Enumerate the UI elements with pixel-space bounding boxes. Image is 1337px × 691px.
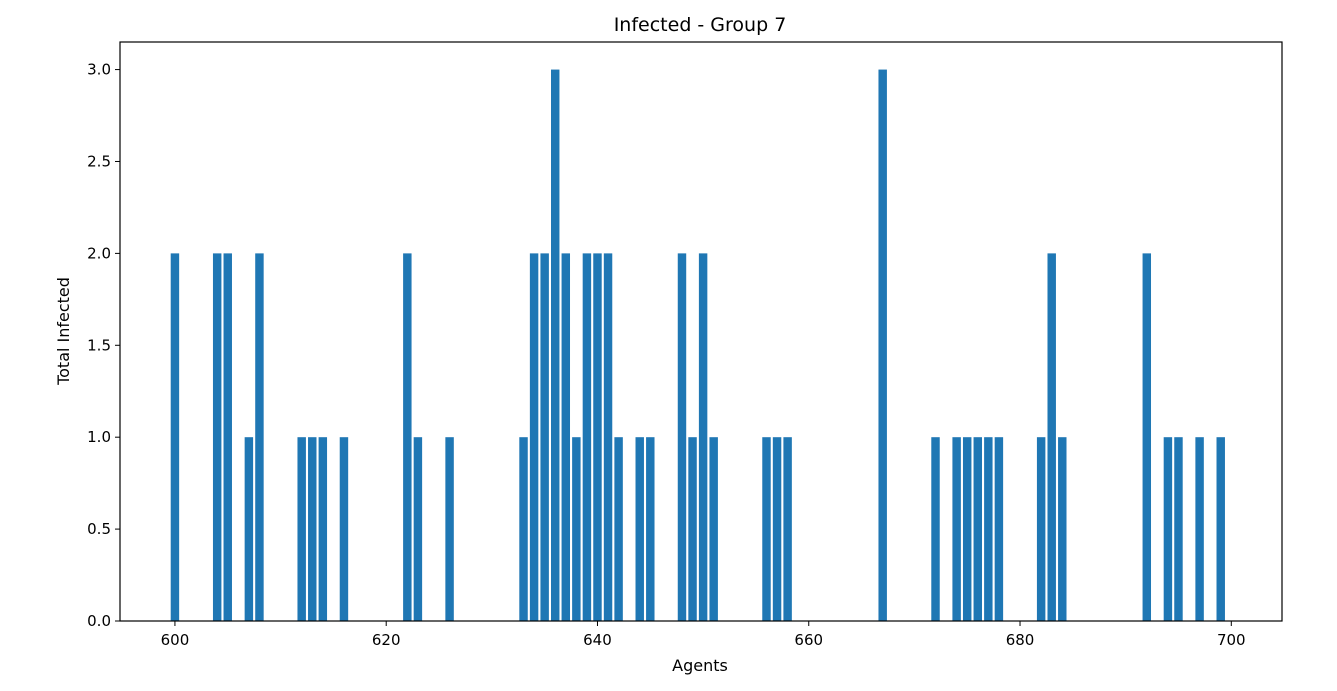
x-tick-label: 680 bbox=[1006, 631, 1035, 649]
bar-agent-656 bbox=[762, 437, 771, 621]
bar-agent-634 bbox=[529, 253, 539, 621]
bar-agent-684 bbox=[1058, 437, 1067, 621]
x-tick-label: 660 bbox=[794, 631, 823, 649]
y-tick-label: 2.0 bbox=[87, 244, 111, 262]
x-tick-label: 600 bbox=[161, 631, 190, 649]
bar-agent-616 bbox=[339, 437, 349, 621]
y-tick-label: 0.5 bbox=[87, 520, 111, 538]
bar-agent-638 bbox=[572, 437, 581, 621]
bar-agent-645 bbox=[646, 437, 655, 621]
bar-agent-678 bbox=[994, 437, 1004, 621]
bar-agent-635 bbox=[540, 253, 549, 621]
y-tick-label: 3.0 bbox=[87, 61, 111, 79]
bar-agent-697 bbox=[1195, 437, 1204, 621]
bar-agent-639 bbox=[582, 253, 592, 621]
bar-agent-683 bbox=[1047, 253, 1056, 621]
bar-agent-699 bbox=[1216, 437, 1225, 621]
y-axis-label: Total Infected bbox=[54, 277, 73, 386]
bar-agent-641 bbox=[603, 253, 613, 621]
y-tick-label: 1.5 bbox=[87, 336, 111, 354]
plot-frame bbox=[119, 41, 1283, 622]
bar-agent-640 bbox=[593, 253, 602, 621]
bar-agent-608 bbox=[255, 253, 264, 621]
bar-agent-622 bbox=[403, 253, 412, 621]
bar-agent-667 bbox=[878, 69, 887, 622]
bar-agent-674 bbox=[952, 437, 961, 621]
x-tick-label: 700 bbox=[1217, 631, 1246, 649]
y-axis-ticks: 0.0 0.5 1.0 1.5 2.0 2.5 3.0 bbox=[87, 61, 120, 630]
bar-agent-676 bbox=[973, 437, 982, 621]
x-tick-label: 620 bbox=[372, 631, 401, 649]
bar-agent-694 bbox=[1163, 437, 1173, 621]
bar-agent-607 bbox=[244, 437, 254, 621]
bar-agent-623 bbox=[413, 437, 423, 621]
bar-agent-633 bbox=[519, 437, 528, 621]
bar-agent-695 bbox=[1174, 437, 1183, 621]
y-tick-label: 1.0 bbox=[87, 428, 111, 446]
bar-agent-614 bbox=[318, 437, 328, 621]
bar-agent-648 bbox=[677, 253, 687, 621]
bar-agent-682 bbox=[1036, 437, 1046, 621]
bar-agent-600 bbox=[170, 253, 180, 621]
bar-agent-675 bbox=[962, 437, 972, 621]
bar-agent-636 bbox=[550, 69, 560, 622]
x-tick-label: 640 bbox=[583, 631, 612, 649]
bars-group bbox=[170, 69, 1225, 622]
bar-agent-672 bbox=[931, 437, 940, 621]
bar-agent-677 bbox=[984, 437, 993, 621]
y-tick-label: 2.5 bbox=[87, 152, 111, 170]
bar-agent-604 bbox=[212, 253, 222, 621]
bar-agent-692 bbox=[1142, 253, 1152, 621]
bar-agent-658 bbox=[783, 437, 792, 621]
bar-agent-613 bbox=[308, 437, 317, 621]
bar-agent-649 bbox=[688, 437, 697, 621]
bar-agent-650 bbox=[698, 253, 708, 621]
chart-title: Infected - Group 7 bbox=[614, 14, 787, 36]
bar-agent-644 bbox=[635, 437, 644, 621]
bar-agent-612 bbox=[297, 437, 306, 621]
bar-agent-657 bbox=[772, 437, 782, 621]
bar-agent-637 bbox=[561, 253, 571, 621]
x-axis-ticks: 600 620 640 660 680 700 bbox=[161, 621, 1246, 649]
bar-agent-651 bbox=[709, 437, 718, 621]
x-axis-label: Agents bbox=[672, 656, 728, 675]
bar-agent-605 bbox=[223, 253, 232, 621]
bar-agent-626 bbox=[445, 437, 454, 621]
bar-agent-642 bbox=[614, 437, 623, 621]
y-tick-label: 0.0 bbox=[87, 612, 111, 630]
